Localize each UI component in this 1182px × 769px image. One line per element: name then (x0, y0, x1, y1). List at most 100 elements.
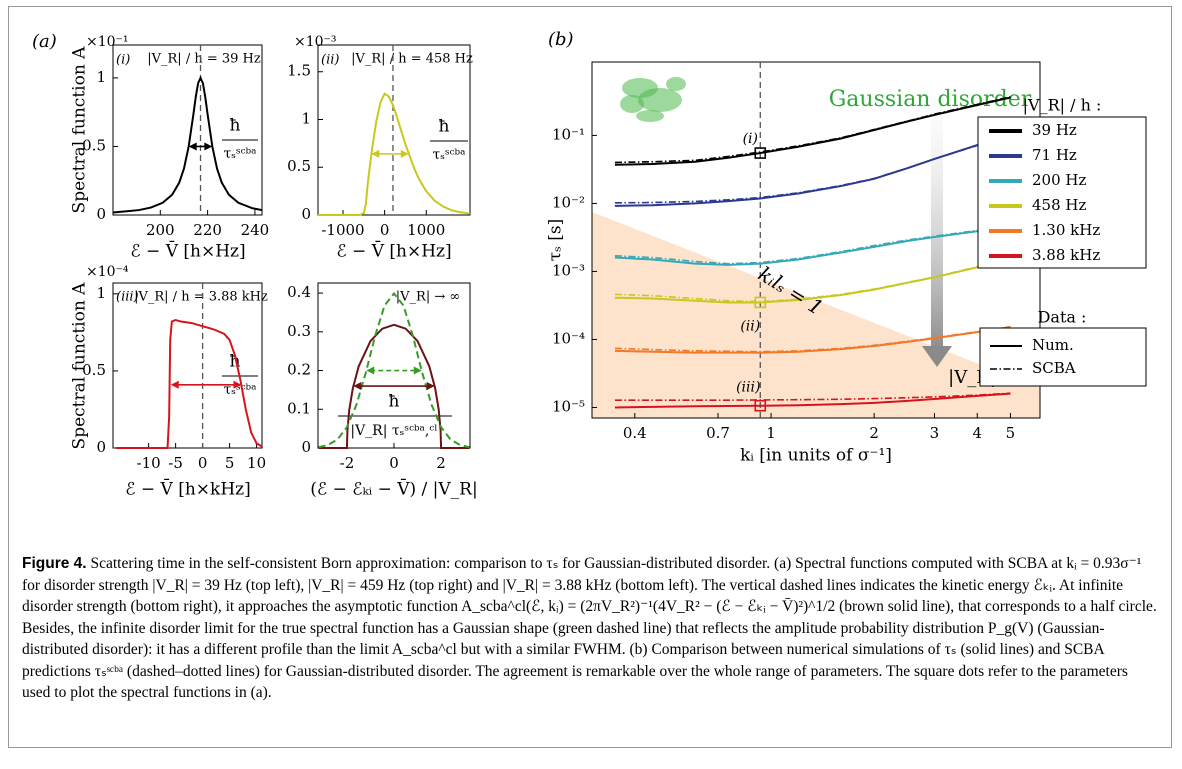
scba-line (614, 95, 1011, 164)
x-tick-label: 1 (766, 424, 776, 442)
x-tick-label: 0 (198, 454, 208, 472)
arrow-head (366, 366, 375, 375)
caption: Figure 4. Scattering time in the self-co… (22, 553, 1160, 704)
x-axis-label: ℰ − V̄ [h×kHz] (125, 477, 251, 499)
legend-box (979, 327, 1147, 387)
x-tick-label: -1000 (321, 221, 364, 239)
x-tick-label: -2 (340, 454, 355, 472)
plot-frame (317, 44, 471, 216)
arrow-head (233, 380, 242, 389)
figure-frame (8, 6, 1172, 748)
legend-title: |V_R| / h : (1023, 96, 1102, 115)
x-tick-label: 0 (389, 454, 399, 472)
legend-label: 458 Hz (1032, 196, 1086, 214)
y-tick-label: 0 (96, 438, 106, 456)
blob (638, 88, 682, 112)
series-line (614, 134, 1011, 207)
blob (636, 110, 664, 122)
tag: (i) (116, 53, 130, 68)
arrow-head (413, 366, 422, 375)
y-tick-label: 0.3 (287, 322, 311, 340)
x-tick-label: 10 (247, 454, 266, 472)
legend-title: Data : (1038, 308, 1087, 327)
arrow-head (922, 346, 952, 367)
condition: |V_R| / h = 39 Hz (147, 52, 261, 67)
marker-label: (i) (743, 131, 758, 147)
y-tick-label: 0.5 (82, 361, 106, 379)
legend-label: 3.88 kHz (1032, 246, 1100, 264)
x-tick-label: 200 (146, 221, 175, 239)
x-tick-label: 5 (1006, 424, 1016, 442)
x-tick-label: 0.7 (706, 424, 730, 442)
condition: |V_R| / h = 458 Hz (351, 52, 473, 67)
tag: (ii) (321, 53, 339, 68)
y-tick-label: 10⁻² (552, 193, 585, 211)
condition: |V_R| / h = 3.88 kHz (134, 290, 268, 305)
arrow-head (353, 382, 362, 391)
y-tick-label: 10⁻⁴ (552, 329, 585, 347)
hbar: ħ (230, 116, 241, 136)
x-tick-label: 3 (930, 424, 940, 442)
legend-label: SCBA (1032, 359, 1076, 377)
panel: (a) (32, 31, 57, 52)
x-axis-label: ℰ − V̄ [h×Hz] (336, 239, 451, 261)
x-axis-label: (ℰ − ℰₖᵢ − V̄) / |V_R| (310, 477, 477, 499)
scba-line (614, 224, 1011, 265)
x-axis-label: kᵢ [in units of σ⁻¹] (740, 446, 892, 466)
x-tick-label: 2 (869, 424, 879, 442)
x-axis-label: ℰ − V̄ [h×Hz] (130, 239, 245, 261)
y-axis-label: Spectral function A (70, 46, 90, 214)
tag: (iii) (116, 290, 139, 305)
legend-label: 1.30 kHz (1032, 221, 1100, 239)
y-tick-label: 0.4 (287, 283, 311, 301)
x-tick-label: -5 (168, 454, 183, 472)
x-tick-label: 4 (972, 424, 982, 442)
scba-line (614, 392, 1011, 401)
y-axis-label: Spectral function A (70, 282, 90, 450)
panel: (b) (548, 29, 574, 50)
caption-text: Scattering time in the self-consistent B… (22, 555, 1157, 701)
legend-label: 39 Hz (1032, 121, 1077, 139)
y-tick-label: 1.5 (287, 62, 311, 80)
x-tick-label: 0.4 (623, 424, 647, 442)
scba-line (614, 135, 1011, 204)
plot-frame (112, 44, 263, 216)
x-tick-label: 5 (225, 454, 235, 472)
y-tick-label: 0.1 (287, 399, 311, 417)
caption-label: Figure 4. (22, 555, 87, 572)
multiplier: ×10⁻¹ (86, 34, 129, 50)
x-tick-label: 0 (380, 221, 390, 239)
y-axis-label: τₛ [s] (546, 219, 566, 262)
arrow-head (170, 380, 179, 389)
x-tick-label: 1000 (407, 221, 445, 239)
plot-frame (112, 282, 263, 449)
width-label: τₛˢᶜᵇᵃ (432, 147, 466, 163)
y-tick-label: 1 (301, 109, 311, 127)
legend-label: 71 Hz (1032, 146, 1077, 164)
multiplier: ×10⁻³ (294, 34, 337, 50)
marker-square (754, 399, 767, 412)
condition: |V_R| → ∞ (396, 290, 460, 305)
legend-label: Num. (1032, 336, 1074, 354)
x-tick-label: -10 (137, 454, 161, 472)
multiplier: ×10⁻⁴ (86, 264, 129, 280)
arrow-head (204, 142, 213, 151)
marker-square (754, 296, 767, 309)
arrow-head (400, 149, 409, 158)
y-tick-label: 0.2 (287, 361, 311, 379)
y-tick-label: 10⁻³ (552, 261, 585, 279)
y-tick-label: 0 (301, 205, 311, 223)
hbar: ħ (439, 117, 450, 137)
x-tick-label: 2 (436, 454, 446, 472)
marker-label: (iii) (736, 380, 760, 396)
y-tick-label: 0 (96, 205, 106, 223)
y-tick-label: 0.5 (82, 136, 106, 154)
marker-square (754, 147, 767, 159)
series-line (112, 75, 263, 214)
series-line (116, 318, 263, 449)
legend-box (977, 116, 1147, 269)
hbar: ħ (389, 392, 400, 412)
y-tick-label: 10⁻⁵ (552, 397, 585, 415)
